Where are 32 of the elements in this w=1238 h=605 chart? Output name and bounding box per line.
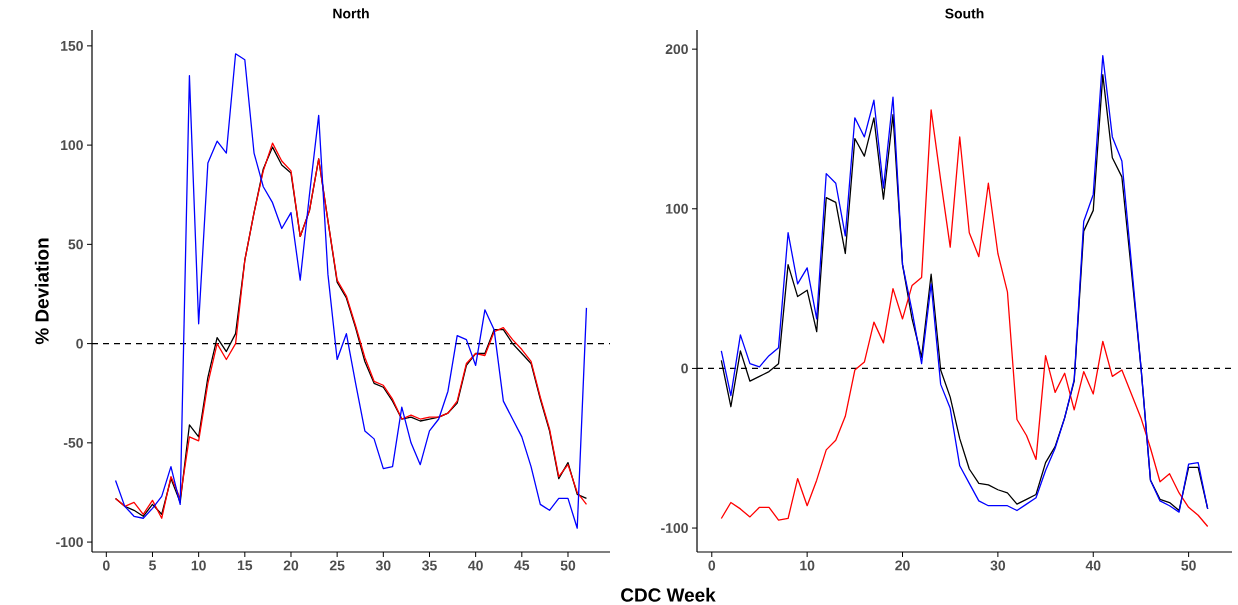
x-tick-label: 5 bbox=[149, 560, 156, 571]
x-tick-label: 10 bbox=[191, 560, 206, 571]
chart-title: North bbox=[333, 8, 369, 19]
y-tick-label: 0 bbox=[76, 338, 83, 349]
x-tick-label: 20 bbox=[895, 560, 910, 571]
x-tick-label: 35 bbox=[422, 560, 437, 571]
x-tick-label: 30 bbox=[990, 560, 1006, 571]
x-tick-label: 0 bbox=[708, 560, 716, 571]
y-tick-label: 100 bbox=[666, 203, 688, 214]
x-tick-label: 15 bbox=[237, 560, 253, 571]
x-tick-label: 20 bbox=[283, 560, 299, 571]
x-tick-label: 45 bbox=[514, 560, 530, 571]
x-tick-label: 50 bbox=[560, 560, 576, 571]
line-series bbox=[114, 53, 588, 529]
y-tick-label: 200 bbox=[665, 44, 688, 55]
x-tick-label: 0 bbox=[102, 560, 110, 571]
y-tick-label: 50 bbox=[68, 239, 83, 250]
x-tick-label: 10 bbox=[800, 560, 815, 571]
x-tick-label: 50 bbox=[1181, 560, 1196, 571]
y-tick-label: 100 bbox=[61, 140, 83, 151]
chart-title: South bbox=[945, 8, 984, 19]
y-tick-label: -50 bbox=[63, 437, 83, 448]
x-tick-label: 25 bbox=[329, 560, 345, 571]
x-axis-title: CDC Week bbox=[621, 587, 716, 602]
y-axis-title: % Deviation bbox=[34, 238, 49, 345]
y-tick-label: -100 bbox=[56, 537, 83, 548]
x-tick-label: 30 bbox=[375, 560, 391, 571]
x-tick-label: 40 bbox=[1085, 560, 1101, 571]
y-tick-label: -100 bbox=[661, 523, 688, 533]
x-tick-label: 40 bbox=[468, 560, 483, 571]
y-tick-label: 0 bbox=[681, 363, 688, 374]
y-tick-label: 150 bbox=[61, 40, 83, 51]
